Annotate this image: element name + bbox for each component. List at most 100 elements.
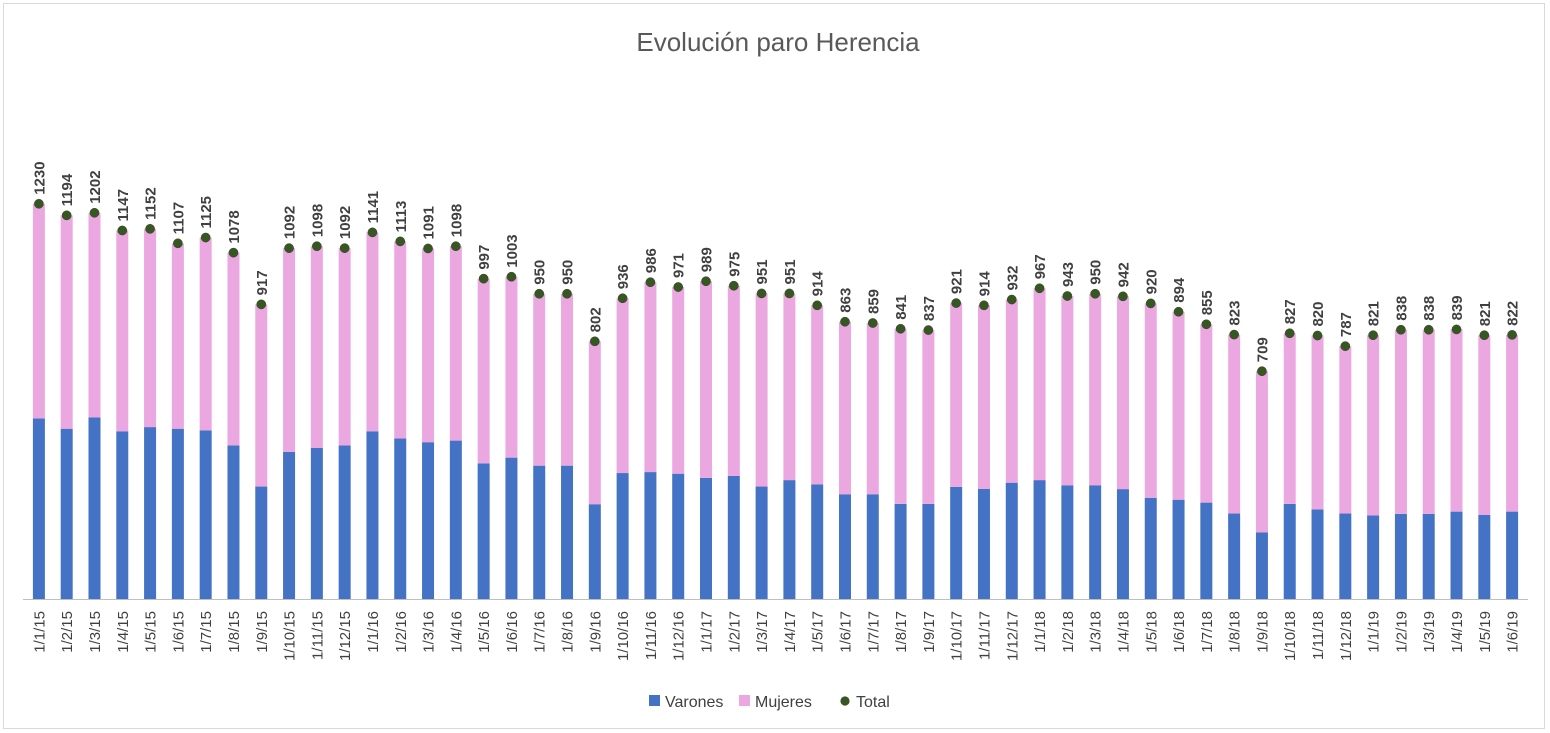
- total-marker: [89, 207, 100, 218]
- x-tick-label: 1/12/16: [671, 611, 688, 661]
- x-tick-label: 1/2/19: [1393, 611, 1410, 653]
- total-marker: [784, 288, 795, 299]
- x-tick-label: 1/3/17: [754, 611, 771, 653]
- total-marker: [756, 288, 767, 299]
- bar-mujeres: [1506, 334, 1519, 512]
- x-tick-label: 1/6/17: [837, 611, 854, 653]
- bar-varones: [477, 463, 490, 599]
- bar-mujeres: [255, 304, 268, 487]
- x-tick-labels-layer: 1/1/15 1/2/15 1/3/15 1/4/15 1/5/15 1/6/15 1/7/…: [31, 611, 1521, 661]
- bar-varones: [894, 503, 907, 599]
- total-marker: [312, 241, 322, 252]
- x-tick-label: 1/9/15: [254, 611, 271, 653]
- total-data-label: 855: [1199, 290, 1216, 315]
- bar-varones: [644, 472, 657, 599]
- bar-mujeres: [144, 228, 157, 428]
- total-marker: [923, 325, 934, 335]
- total-data-label: 821: [1366, 301, 1383, 326]
- total-data-label: 950: [532, 260, 549, 285]
- x-tick-label: 1/10/17: [949, 611, 966, 661]
- bar-mujeres: [310, 246, 323, 448]
- x-tick-label: 1/5/16: [476, 611, 493, 653]
- bar-mujeres: [366, 232, 379, 432]
- bar-mujeres: [755, 293, 768, 487]
- bar-mujeres: [1367, 335, 1380, 516]
- total-data-label: 917: [254, 270, 271, 295]
- x-tick-label: 1/5/19: [1477, 611, 1494, 653]
- bar-mujeres: [838, 321, 851, 495]
- x-tick-label: 1/9/16: [587, 611, 604, 653]
- bar-varones: [1033, 480, 1046, 599]
- total-marker: [645, 277, 656, 288]
- stacked-bar-chart: Evolución paro Herencia 1230 1194 1202 1147…: [23, 27, 1528, 711]
- total-data-label: 1092: [282, 206, 299, 239]
- total-marker: [395, 236, 406, 247]
- bar-mujeres: [1478, 335, 1491, 515]
- bar-varones: [283, 451, 296, 599]
- total-marker: [1201, 319, 1212, 330]
- total-marker: [840, 316, 850, 327]
- total-marker: [339, 243, 350, 253]
- bar-mujeres: [700, 281, 713, 478]
- x-tick-label: 1/2/16: [393, 611, 410, 653]
- total-data-label: 932: [1004, 266, 1021, 291]
- total-marker: [1312, 330, 1323, 341]
- bar-varones: [227, 445, 240, 599]
- x-tick-label: 1/6/18: [1171, 611, 1188, 653]
- total-data-label: 837: [921, 296, 938, 321]
- x-tick-label: 1/9/17: [921, 611, 938, 653]
- total-data-label: 914: [810, 271, 827, 297]
- x-tick-label: 1/2/17: [726, 611, 743, 653]
- bar-mujeres: [422, 248, 435, 443]
- bar-varones: [1255, 532, 1268, 599]
- total-marker: [478, 273, 489, 284]
- bar-varones: [1506, 511, 1519, 599]
- x-tick-label: 1/11/16: [643, 611, 660, 660]
- total-marker: [1173, 306, 1184, 317]
- total-data-label: 971: [671, 253, 688, 278]
- bar-varones: [449, 440, 462, 599]
- total-data-label: 921: [949, 269, 966, 294]
- bar-mujeres: [60, 215, 73, 429]
- bar-varones: [60, 428, 73, 599]
- legend-swatch: [840, 696, 850, 706]
- total-marker: [1090, 288, 1101, 299]
- total-marker: [1479, 330, 1490, 341]
- total-data-label: 894: [1171, 277, 1188, 303]
- total-data-label: 1091: [421, 206, 438, 239]
- x-tick-label: 1/11/17: [976, 611, 993, 660]
- total-data-label: 967: [1032, 254, 1049, 279]
- bar-varones: [1172, 499, 1185, 599]
- bar-varones: [255, 486, 268, 599]
- total-data-label: 986: [643, 248, 660, 273]
- total-data-label: 838: [1421, 296, 1438, 321]
- bar-mujeres: [1450, 329, 1463, 512]
- x-tick-label: 1/6/16: [504, 611, 521, 653]
- total-marker: [617, 293, 628, 304]
- bar-mujeres: [1422, 329, 1435, 514]
- legend-item-total: Total: [840, 694, 890, 711]
- total-data-label: 841: [893, 295, 910, 320]
- bar-varones: [1339, 513, 1352, 599]
- bar-mujeres: [1116, 296, 1129, 490]
- x-tick-label: 1/7/15: [198, 611, 215, 653]
- x-tick-label: 1/1/18: [1032, 611, 1049, 653]
- bar-mujeres: [227, 252, 240, 446]
- bar-mujeres: [283, 248, 296, 452]
- x-tick-label: 1/10/15: [282, 611, 299, 661]
- x-tick-label: 1/3/16: [421, 611, 438, 653]
- total-data-label: 943: [1060, 262, 1077, 287]
- bar-varones: [588, 504, 601, 599]
- bar-mujeres: [533, 293, 546, 466]
- total-marker: [562, 288, 572, 299]
- x-tick-label: 1/12/17: [1004, 611, 1021, 661]
- bar-mujeres: [171, 243, 184, 429]
- x-tick-label: 1/1/17: [699, 611, 716, 653]
- total-marker: [728, 280, 739, 291]
- bar-varones: [422, 442, 435, 599]
- total-data-label: 839: [1449, 295, 1466, 320]
- legend-item-mujeres: Mujeres: [739, 694, 812, 711]
- total-marker: [1368, 330, 1378, 341]
- x-tick-label: 1/6/15: [170, 611, 187, 653]
- legend: Varones Mujeres Total: [649, 694, 890, 711]
